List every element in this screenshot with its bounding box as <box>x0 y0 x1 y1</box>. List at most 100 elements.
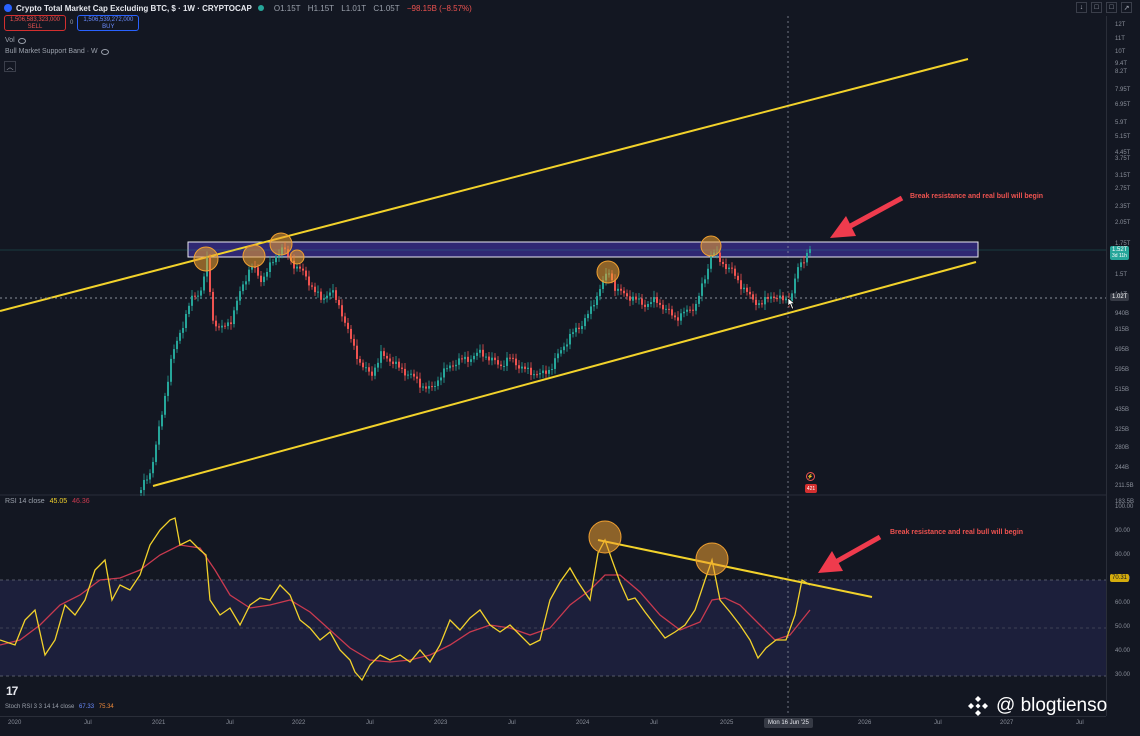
candle <box>185 314 187 329</box>
candle <box>548 369 550 374</box>
download-icon[interactable]: ↓ <box>1076 2 1087 13</box>
hline-price-tag: 1.02T <box>1110 293 1130 301</box>
candle <box>230 322 232 325</box>
candle <box>743 287 745 290</box>
chevron-up-icon[interactable]: ︿ <box>4 61 16 72</box>
eye-icon[interactable] <box>100 48 109 55</box>
candle <box>365 367 367 369</box>
candle <box>539 373 541 375</box>
highlight-circle <box>269 232 293 256</box>
time-axis[interactable]: 2020 Jul 2021 Jul 2022 Jul 2023 Jul 2024 Jul 2025 2… <box>0 716 1106 736</box>
upper-trendline[interactable] <box>0 58 969 312</box>
candle <box>152 461 154 474</box>
candle <box>587 313 589 319</box>
candle <box>521 366 523 369</box>
bull-band-indicator-label[interactable]: Bull Market Support Band · W <box>5 48 109 55</box>
candle <box>140 490 142 493</box>
eye-icon[interactable] <box>17 37 26 44</box>
candle <box>422 386 424 388</box>
candle <box>227 322 229 327</box>
stoch-indicator-label[interactable]: Stoch RSI 3 3 14 14 close 67.33 75.34 <box>5 704 114 710</box>
time-tick-label: 2027 <box>1000 720 1014 726</box>
candle <box>155 444 157 462</box>
rsi-annotation[interactable]: Break resistance and real bull will begi… <box>890 529 1024 536</box>
candle <box>245 281 247 285</box>
symbol-logo-icon <box>4 4 12 12</box>
candle <box>707 268 709 280</box>
candle <box>251 266 253 270</box>
candle <box>440 377 442 381</box>
symbol-title[interactable]: Crypto Total Market Cap Excluding BTC, $… <box>16 3 252 13</box>
open-value: O1.15T <box>273 3 301 13</box>
restore-icon[interactable]: □ <box>1106 2 1117 13</box>
candle <box>182 328 184 333</box>
highlight-circle <box>596 260 620 284</box>
candle <box>644 304 646 307</box>
candle <box>344 316 346 323</box>
candle <box>692 309 694 311</box>
price-tick-label: 940B <box>1115 311 1130 317</box>
candle <box>506 357 508 366</box>
highlight-circle <box>700 235 722 257</box>
resistance-zone[interactable] <box>187 241 979 258</box>
candle <box>176 340 178 350</box>
time-tick-label: Jul <box>84 720 92 726</box>
price-tick-label: 815B <box>1115 327 1130 333</box>
candle <box>698 295 700 304</box>
expand-icon[interactable]: ↗ <box>1121 2 1132 13</box>
candle <box>392 361 394 364</box>
candle <box>803 262 805 264</box>
maximize-icon[interactable]: □ <box>1091 2 1102 13</box>
rsi-tick-label: 40.00 <box>1115 648 1131 654</box>
binance-logo-icon <box>968 696 988 716</box>
candle <box>695 303 697 311</box>
rsi-trendline[interactable] <box>597 539 873 598</box>
candle <box>455 364 457 367</box>
candle <box>725 263 727 270</box>
candle <box>329 292 331 296</box>
price-axis[interactable]: 12T 11T 10T 9.4T 8.2T 7.95T 6.95T 5.9T 5.15T 4.45… <box>1106 16 1140 716</box>
candle <box>413 373 415 377</box>
candlestick-series[interactable] <box>140 242 811 497</box>
rsi-tick-label: 60.00 <box>1115 600 1131 606</box>
stoch-d-value: 75.34 <box>98 704 114 710</box>
window-controls: ↓ □ □ ↗ <box>1076 2 1132 13</box>
price-annotation[interactable]: Break resistance and real bull will begi… <box>910 193 1044 200</box>
candle <box>740 280 742 290</box>
flash-icon[interactable]: ⚡ <box>806 472 815 481</box>
spread-value: 0 <box>70 20 74 26</box>
candle <box>542 370 544 374</box>
sell-button[interactable]: 1,506,583,323,000 SELL <box>4 15 66 31</box>
time-tick-label: 2026 <box>858 720 872 726</box>
candle <box>296 266 298 269</box>
time-tick-label: Jul <box>366 720 374 726</box>
time-tick-label: 2022 <box>292 720 306 726</box>
event-badge[interactable]: 421 <box>805 484 817 493</box>
candle <box>494 357 496 361</box>
candle <box>437 380 439 387</box>
candle <box>767 297 769 299</box>
candle <box>272 262 274 264</box>
hand-cursor-icon <box>787 297 796 310</box>
candle <box>701 283 703 296</box>
lower-trendline[interactable] <box>152 261 977 487</box>
rsi-highlight-circle <box>588 520 622 554</box>
candle <box>326 295 328 299</box>
candle <box>749 291 751 295</box>
volume-indicator-label[interactable]: Vol <box>5 37 26 44</box>
candle <box>305 270 307 277</box>
candle <box>665 308 667 310</box>
price-highlight-circles <box>193 232 722 284</box>
candle <box>275 256 277 263</box>
rsi-ma-line[interactable] <box>0 544 811 663</box>
rsi-highlight-circle <box>695 542 729 576</box>
buy-button[interactable]: 1,506,539,272,000 BUY <box>77 15 140 31</box>
candle <box>488 356 490 361</box>
candle <box>173 349 175 359</box>
rsi-indicator-label[interactable]: RSI 14 close 45.05 46.36 <box>5 498 90 505</box>
price-tick-label: 11T <box>1115 36 1125 42</box>
candle <box>776 298 778 300</box>
rsi-line[interactable] <box>0 517 811 682</box>
candle <box>722 261 724 264</box>
